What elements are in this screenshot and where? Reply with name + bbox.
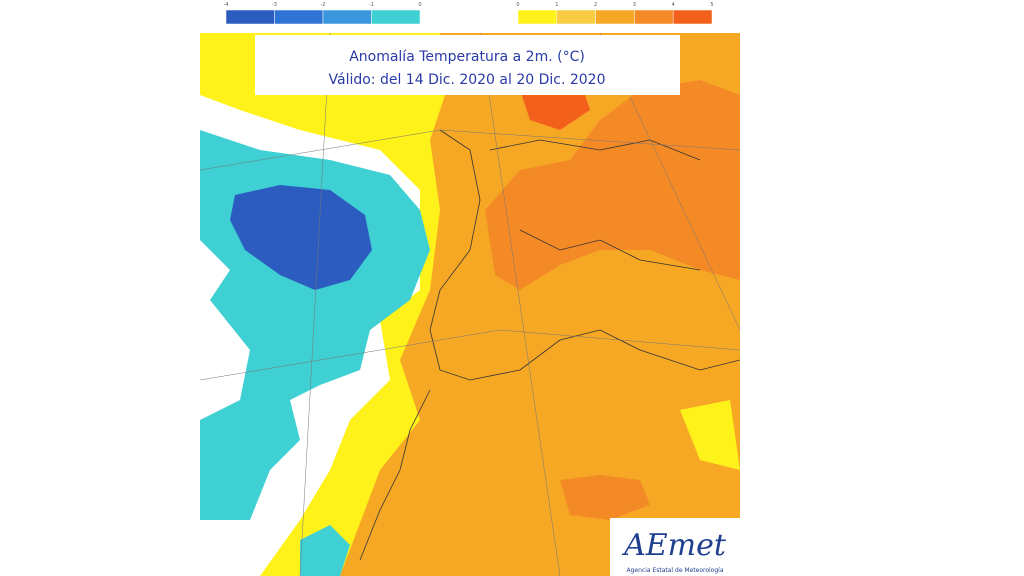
- legend-swatch: [672, 9, 713, 25]
- blue-area: [230, 185, 372, 290]
- legend: -4 -3 -2 -1 0 0 1 2 3 4 5: [224, 2, 714, 25]
- legend-label: 4: [672, 2, 675, 8]
- legend-label: 2: [594, 2, 597, 8]
- title: Anomalía Temperatura a 2m. (°C): [349, 49, 585, 65]
- orange-area: [560, 475, 650, 520]
- legend-label: -1: [369, 2, 374, 8]
- legend-swatch: [556, 9, 596, 25]
- legend-label: 0: [516, 2, 519, 8]
- legend-label: 3: [633, 2, 636, 8]
- legend-label: 1: [555, 2, 558, 8]
- legend-swatch: [517, 9, 558, 25]
- legend-label: -3: [272, 2, 277, 8]
- legend-swatch: [371, 9, 421, 25]
- legend-swatch: [225, 9, 275, 25]
- logo-subtitle: Agencia Estatal de Meteorología: [627, 567, 724, 574]
- cyan-area: [300, 525, 350, 576]
- legend-swatch: [595, 9, 635, 25]
- subtitle: Válido: del 14 Dic. 2020 al 20 Dic. 2020: [329, 72, 606, 88]
- logo-box: [610, 518, 740, 576]
- legend-swatch: [634, 9, 674, 25]
- orange-area: [485, 80, 740, 290]
- legend-label: -2: [321, 2, 326, 8]
- legend-swatch: [322, 9, 372, 25]
- legend-label: 0: [418, 2, 421, 8]
- logo: AEmet: [621, 528, 727, 563]
- yellow-area: [680, 400, 740, 470]
- coastlines: [359, 129, 740, 561]
- map: [200, 33, 740, 576]
- title-box: [255, 35, 680, 95]
- legend-swatch: [274, 9, 324, 25]
- legend-label: -4: [224, 2, 229, 8]
- legend-label: 5: [710, 2, 713, 8]
